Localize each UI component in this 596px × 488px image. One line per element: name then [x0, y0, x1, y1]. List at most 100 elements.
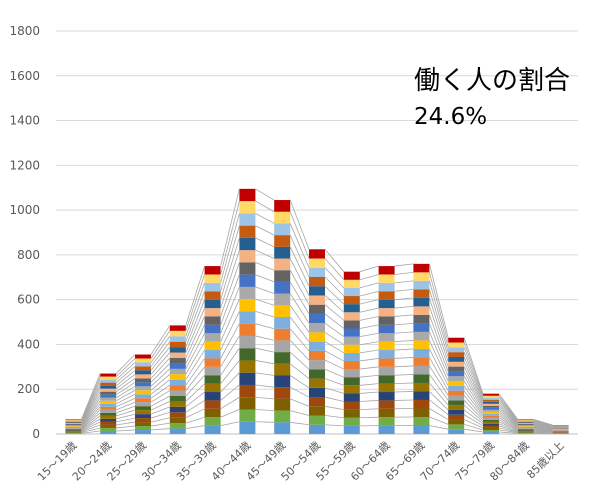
series-connector	[81, 409, 101, 429]
bar-segment	[483, 415, 499, 418]
series-connector	[359, 332, 379, 338]
series-connector	[290, 386, 310, 398]
series-connector	[150, 346, 171, 371]
series-connector	[290, 421, 310, 426]
bar-segment	[483, 407, 499, 410]
series-connector	[533, 424, 553, 429]
bar-segment	[239, 201, 256, 214]
series-connector	[289, 340, 310, 361]
series-connector	[359, 408, 379, 411]
bar-segment	[239, 384, 256, 398]
series-connector	[150, 352, 171, 375]
bar-segment	[343, 385, 360, 394]
bar-segment	[65, 428, 82, 429]
series-connector	[289, 293, 310, 324]
series-connector	[255, 409, 275, 412]
series-connector	[185, 358, 205, 386]
series-connector	[394, 288, 414, 292]
bar-segment	[274, 246, 291, 259]
bar-segment	[413, 323, 430, 332]
series-connector	[81, 415, 101, 430]
series-connector	[324, 415, 344, 419]
series-connector	[498, 417, 518, 429]
series-connector	[359, 274, 379, 281]
series-connector	[220, 311, 240, 351]
series-connector	[324, 405, 344, 411]
bar-segment	[413, 314, 430, 324]
series-connector	[533, 431, 553, 434]
series-connector	[533, 419, 553, 426]
bar-segment	[517, 431, 534, 432]
bar-segment	[378, 291, 395, 300]
bar-segment	[239, 250, 256, 263]
series-connector	[150, 417, 170, 423]
series-connector	[116, 421, 136, 426]
series-connector	[463, 385, 484, 415]
series-connector	[533, 421, 553, 427]
bar-segment	[239, 213, 256, 226]
bar-segment	[135, 430, 151, 434]
series-connector	[498, 393, 519, 420]
series-connector	[394, 280, 414, 284]
series-connector	[324, 249, 345, 272]
bar-segment	[483, 403, 499, 406]
series-connector	[359, 374, 379, 378]
series-connector	[324, 350, 344, 362]
series-connector	[498, 407, 519, 425]
bar-segment	[343, 279, 360, 288]
series-connector	[429, 416, 449, 425]
series-connector	[81, 406, 101, 428]
bar-segment	[517, 422, 534, 424]
bar-segment	[204, 392, 221, 401]
series-connector	[290, 410, 310, 416]
bar-segment	[413, 365, 430, 375]
series-connector	[464, 428, 484, 433]
bar-segment	[239, 274, 256, 287]
bar-segment	[517, 429, 534, 431]
bar-segment	[274, 258, 291, 271]
series-connector	[220, 201, 240, 275]
bar-segment	[517, 424, 534, 426]
bar-segment	[135, 406, 151, 411]
bar-segment	[239, 188, 256, 202]
series-connector	[116, 417, 136, 423]
series-connector	[255, 323, 275, 330]
series-connector	[115, 370, 136, 386]
bar-segment	[239, 360, 256, 373]
bar-segment	[413, 289, 430, 298]
bar-segment	[100, 409, 117, 413]
series-connector	[255, 384, 275, 388]
bar-segment	[274, 200, 291, 212]
series-connector	[116, 429, 136, 432]
series-connector	[185, 282, 205, 337]
series-connector	[429, 365, 449, 396]
series-connector	[533, 424, 553, 430]
bar-segment	[378, 375, 395, 384]
series-connector	[429, 374, 449, 401]
series-connector	[429, 280, 449, 348]
series-connector	[533, 420, 553, 427]
series-connector	[324, 387, 344, 394]
bar-segment	[274, 223, 291, 236]
bar-segment	[343, 417, 360, 426]
series-connector	[324, 276, 345, 297]
series-connector	[220, 409, 240, 418]
bar-segment	[239, 237, 256, 251]
series-connector	[150, 363, 171, 383]
series-connector	[185, 333, 205, 370]
series-connector	[394, 271, 414, 275]
series-connector	[220, 188, 240, 267]
bar-segment	[309, 424, 325, 434]
bar-segment	[448, 361, 465, 367]
series-connector	[394, 297, 414, 301]
bar-segment	[100, 391, 117, 395]
series-connector	[150, 428, 170, 431]
bar-segment	[169, 325, 186, 331]
series-connector	[116, 405, 136, 414]
series-connector	[116, 425, 136, 429]
bar-segment	[169, 395, 186, 402]
bar-segment	[274, 340, 291, 353]
series-connector	[255, 286, 275, 294]
bar-segment	[239, 311, 256, 324]
series-connector	[429, 289, 449, 353]
